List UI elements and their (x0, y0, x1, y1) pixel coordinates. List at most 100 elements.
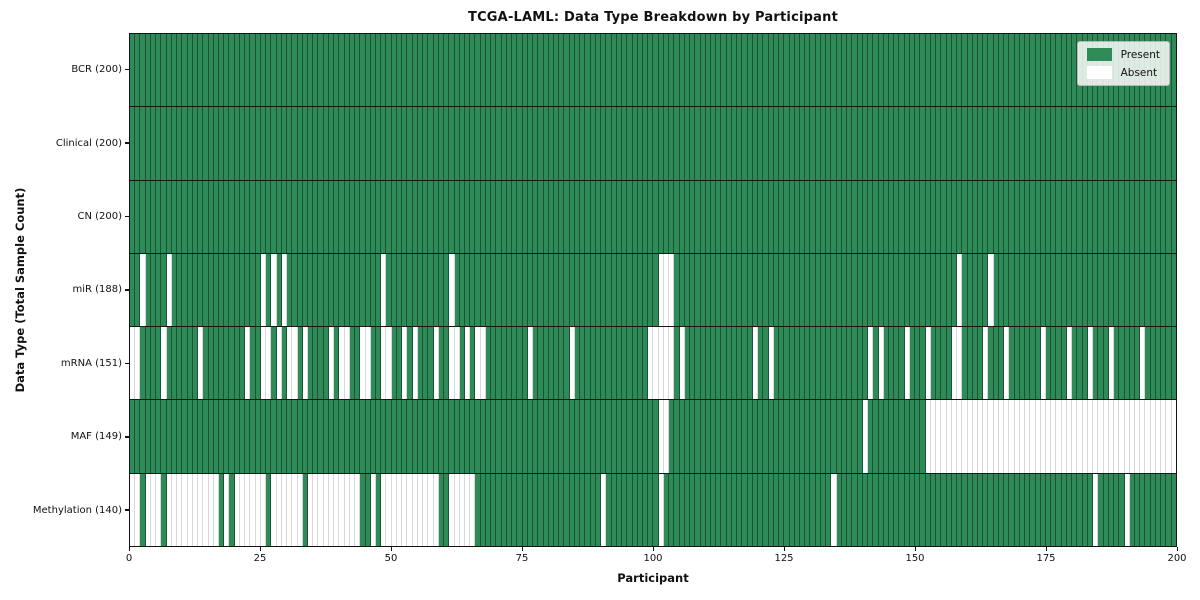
cell-present (909, 253, 916, 327)
cell-present (674, 180, 680, 253)
cell-present (1129, 180, 1135, 253)
cell-present (245, 253, 251, 327)
cell-present (1077, 473, 1083, 546)
cell-absent (412, 473, 418, 546)
cell-present (470, 400, 476, 473)
cell-present (805, 107, 811, 180)
cell-present (1014, 107, 1020, 180)
cell-present (130, 180, 136, 253)
cell-present (517, 400, 523, 473)
cell-present (1077, 107, 1083, 180)
cell-present (527, 180, 534, 253)
cell-absent (433, 473, 439, 546)
cell-present (773, 327, 780, 400)
cell-present (323, 107, 329, 180)
cell-present (669, 473, 675, 546)
cell-absent (203, 473, 209, 546)
cell-present (868, 180, 874, 253)
cell-present (538, 107, 544, 180)
cell-present (360, 180, 366, 253)
cell-present (663, 34, 670, 107)
cell-present (239, 180, 246, 253)
cell-present (433, 180, 439, 253)
cell-present (182, 327, 188, 400)
cell-present (915, 107, 921, 180)
cell-present (213, 400, 219, 473)
cell-present (376, 34, 382, 107)
cell-present (1093, 107, 1099, 180)
cell-present (428, 107, 434, 180)
cell-present (182, 180, 188, 253)
cell-present (538, 473, 544, 546)
cell-present (711, 253, 717, 327)
cell-present (595, 107, 602, 180)
cell-present (758, 473, 764, 546)
cell-present (208, 327, 214, 400)
cell-present (847, 253, 853, 327)
cell-present (794, 473, 800, 546)
cell-present (1124, 107, 1130, 180)
cell-present (444, 400, 450, 473)
cell-absent (1166, 400, 1172, 473)
cell-absent (569, 327, 575, 400)
cell-present (229, 107, 235, 180)
cell-present (815, 327, 821, 400)
cell-present (328, 107, 335, 180)
cell-present (580, 34, 586, 107)
cell-absent (260, 327, 267, 400)
cell-present (909, 400, 916, 473)
cell-present (642, 400, 649, 473)
cell-present (465, 180, 471, 253)
cell-present (1129, 107, 1135, 180)
cell-present (412, 400, 418, 473)
cell-present (653, 34, 659, 107)
cell-present (852, 107, 858, 180)
cell-absent (1129, 400, 1135, 473)
cell-present (915, 253, 921, 327)
cell-present (826, 253, 832, 327)
cell-present (653, 400, 659, 473)
cell-present (548, 327, 554, 400)
cell-present (690, 34, 696, 107)
cell-present (229, 180, 235, 253)
cell-absent (977, 400, 984, 473)
cell-present (951, 253, 958, 327)
cell-present (789, 107, 795, 180)
cell-absent (292, 473, 298, 546)
cell-present (716, 400, 722, 473)
cell-present (396, 107, 403, 180)
cell-present (899, 473, 905, 546)
cell-present (355, 400, 361, 473)
cell-present (574, 34, 581, 107)
cell-present (318, 253, 324, 327)
cell-present (465, 34, 471, 107)
cell-present (805, 327, 811, 400)
cell-present (826, 473, 832, 546)
cell-present (145, 253, 151, 327)
cell-present (967, 180, 973, 253)
cell-present (1124, 253, 1130, 327)
cell-absent (1077, 400, 1083, 473)
cell-present (1155, 327, 1162, 400)
cell-present (1145, 473, 1151, 546)
cell-present (260, 180, 267, 253)
cell-present (805, 180, 811, 253)
cell-present (815, 180, 821, 253)
cell-present (632, 327, 638, 400)
cell-present (323, 180, 329, 253)
cell-absent (360, 327, 366, 400)
cell-present (302, 253, 308, 327)
x-tick-label: 0 (125, 553, 133, 564)
cell-present (470, 253, 476, 327)
cell-present (250, 253, 256, 327)
cell-present (1166, 253, 1172, 327)
y-tick-mark (125, 142, 129, 144)
cell-present (224, 327, 230, 400)
cell-present (977, 327, 984, 400)
x-tick-mark (1045, 547, 1047, 551)
cell-present (349, 253, 356, 327)
cell-present (1056, 107, 1062, 180)
cell-present (930, 327, 937, 400)
cell-present (564, 327, 570, 400)
cell-present (538, 180, 544, 253)
